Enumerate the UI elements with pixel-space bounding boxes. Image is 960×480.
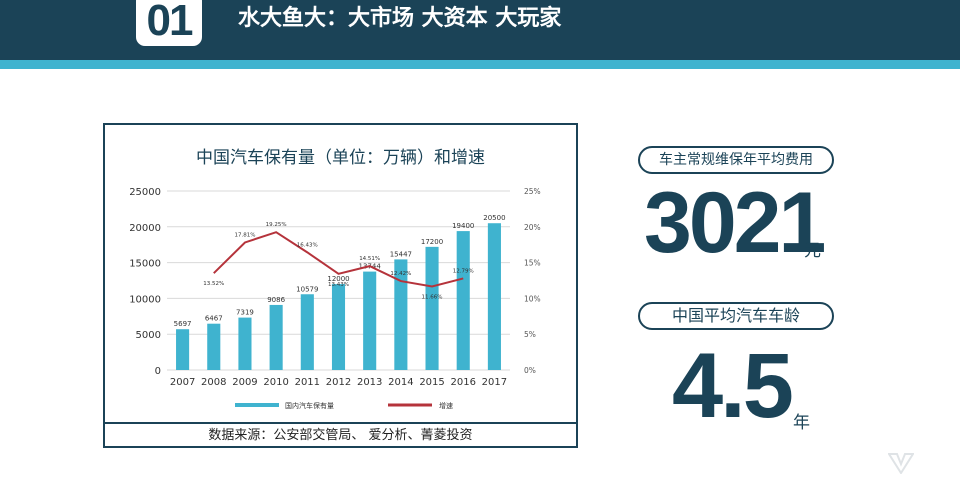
chart-panel: 0 0% 5000 5% 10000 10% 15000 15% 20000 20% 25000 25… <box>103 123 578 448</box>
bar-value-label: 12000 <box>327 275 349 283</box>
bar-value-label: 10579 <box>296 285 318 293</box>
growth-rate-line <box>213 231 464 288</box>
bar <box>363 271 377 370</box>
growth-rate-label: 12.42% <box>390 271 411 277</box>
x-axis-tick-label: 2011 <box>295 377 320 388</box>
y-axis-tick-label: 15000 <box>129 259 161 270</box>
y2-axis-tick-label: 5% <box>524 330 536 339</box>
growth-rate-label: 16.43% <box>297 242 318 248</box>
legend-line-swatch <box>388 403 432 407</box>
bar-value-label: 20500 <box>483 214 505 222</box>
x-axis-tick-label: 2017 <box>482 377 507 388</box>
average-car-age-label: 中国平均汽车车龄 <box>638 302 834 330</box>
growth-rate-label: 17.81% <box>234 232 255 238</box>
y-axis-tick-label: 0 <box>155 366 161 377</box>
legend-line-label: 增速 <box>439 401 453 410</box>
section-number-badge: 01 <box>136 0 202 46</box>
bar <box>238 317 252 370</box>
bar-value-label: 5697 <box>174 320 192 328</box>
x-axis-tick-label: 2014 <box>388 377 413 388</box>
x-axis-tick-label: 2008 <box>201 377 226 388</box>
y-axis-tick-label: 5000 <box>136 330 161 341</box>
growth-rate-label: 14.51% <box>359 256 380 262</box>
bar-value-label: 7319 <box>236 309 254 317</box>
bar-value-label: 6467 <box>205 315 223 323</box>
growth-rate-label: 12.79% <box>453 268 474 274</box>
bar <box>394 259 408 370</box>
bar <box>456 231 470 370</box>
chart-title: 中国汽车保有量（单位：万辆）和增速 <box>196 148 485 168</box>
growth-rate-label: 13.43% <box>328 282 349 288</box>
x-axis-tick-label: 2016 <box>451 377 476 388</box>
y2-axis-tick-label: 25% <box>524 187 541 196</box>
y-axis-tick-label: 20000 <box>129 223 161 234</box>
legend-bar-label: 国内汽车保有量 <box>285 401 334 410</box>
bar <box>300 294 314 370</box>
bar-value-label: 9086 <box>267 296 285 304</box>
maintenance-cost-label: 车主常规维保年平均费用 <box>638 146 834 174</box>
x-axis-tick-label: 2012 <box>326 377 351 388</box>
maintenance-cost-value: 3021 <box>644 175 826 271</box>
bar <box>269 304 283 370</box>
growth-rate-label: 13.52% <box>203 281 224 287</box>
average-car-age-unit: 年 <box>793 413 810 433</box>
bar <box>425 246 439 370</box>
y-axis-tick-label: 10000 <box>129 294 161 305</box>
bar-value-label: 15447 <box>390 250 412 258</box>
data-source-note: 数据来源：公安部交管局、 爱分析、菁菱投资 <box>105 422 576 448</box>
bar-value-label: 19400 <box>452 222 474 230</box>
x-axis-tick-label: 2015 <box>419 377 444 388</box>
bar <box>487 223 501 370</box>
vehicle-ownership-chart: 0 0% 5000 5% 10000 10% 15000 15% 20000 20% 25000 25… <box>129 187 541 410</box>
bar <box>176 329 190 370</box>
growth-rate-label: 11.66% <box>422 295 443 301</box>
y2-axis-tick-label: 20% <box>524 223 541 232</box>
y2-axis-tick-label: 15% <box>524 259 541 268</box>
page-title: 水大鱼大：大市场 大资本 大玩家 <box>238 6 562 31</box>
bar <box>207 323 221 370</box>
x-axis-tick-label: 2009 <box>232 377 257 388</box>
maintenance-cost-unit: 元 <box>804 241 821 261</box>
bar-value-label: 17200 <box>421 238 443 246</box>
y2-axis-tick-label: 10% <box>524 294 541 303</box>
bar <box>331 284 346 370</box>
brand-watermark-icon <box>888 453 914 474</box>
legend-bar-swatch <box>235 403 279 407</box>
header-accent-stripe <box>0 60 960 69</box>
y-axis-tick-label: 25000 <box>129 187 161 198</box>
x-axis-tick-label: 2010 <box>263 377 288 388</box>
average-car-age-value: 4.5 <box>672 335 794 437</box>
y2-axis-tick-label: 0% <box>524 366 536 375</box>
x-axis-tick-label: 2013 <box>357 377 382 388</box>
x-axis-tick-label: 2007 <box>170 377 195 388</box>
growth-rate-label: 19.25% <box>266 222 287 228</box>
